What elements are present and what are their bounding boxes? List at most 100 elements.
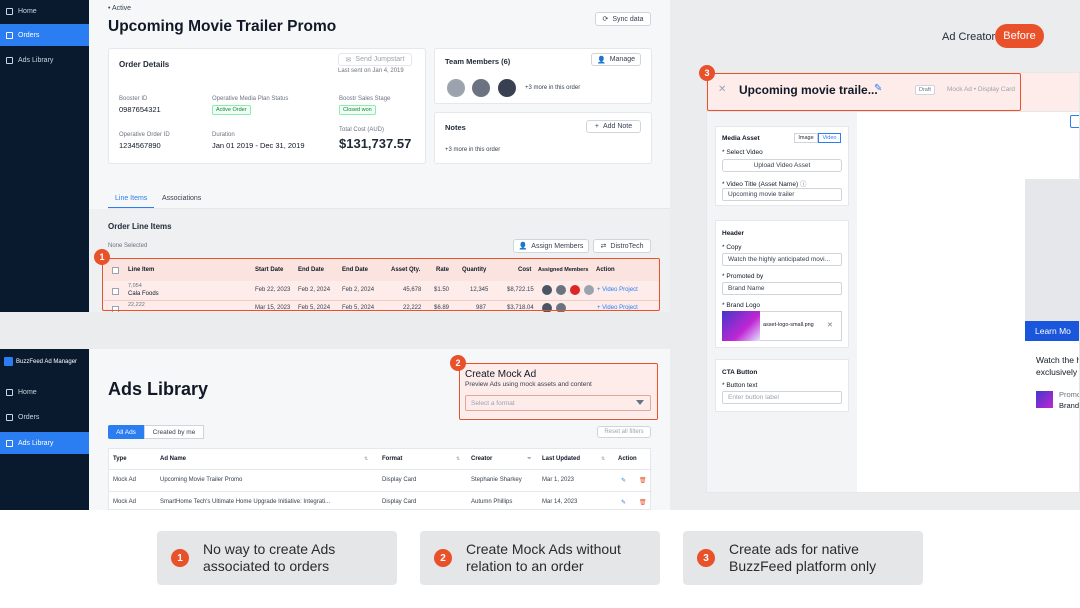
avatar	[570, 285, 580, 295]
send-jumpstart-button[interactable]: ✉ Send Jumpstart	[338, 53, 412, 66]
sidebar-item-orders[interactable]: Orders	[0, 406, 89, 428]
row-end-2: Feb 5, 2024	[342, 305, 375, 311]
col-end-date-2: End Date	[342, 267, 369, 273]
col-format: Format	[382, 456, 403, 462]
avatar	[472, 79, 490, 97]
promoted-by-input[interactable]: Brand Name	[722, 282, 842, 295]
media-asset-heading: Media Asset	[722, 135, 760, 142]
row-qty: 22,222	[403, 305, 422, 311]
callout-number: 2	[434, 549, 452, 567]
total-cost-value: $131,737.57	[339, 136, 412, 151]
sidebar-item-orders[interactable]: Orders	[0, 24, 89, 46]
none-selected-text: None Selected	[108, 243, 148, 249]
col-rate: Rate	[436, 267, 450, 273]
sidebar-item-home[interactable]: Home	[0, 0, 89, 22]
delete-icon[interactable]: 🗑	[639, 500, 647, 506]
callout-number: 3	[697, 549, 715, 567]
header-divider	[707, 111, 1079, 112]
preview-copy-line-2: exclusively	[1036, 367, 1078, 377]
ad-format-text: Mock Ad • Display Card	[947, 86, 1016, 93]
delete-icon[interactable]: 🗑	[639, 478, 647, 484]
row-divider	[109, 491, 652, 492]
notes-more-text: +3 more in this order	[445, 147, 501, 153]
callout-number: 1	[171, 549, 189, 567]
select-video-label: * Select Video	[722, 149, 763, 156]
cta-heading: CTA Button	[722, 369, 758, 376]
team-members-card: Team Members (6) 👤 Manage +3 more in this…	[434, 48, 652, 104]
manage-button[interactable]: 👤 Manage	[591, 53, 641, 66]
button-text-input[interactable]: Enter button label	[722, 391, 842, 404]
duration-label: Duration	[212, 132, 235, 138]
row-cost: $8,722.15	[507, 287, 534, 293]
edit-icon[interactable]: ✎	[621, 478, 627, 484]
tab-video[interactable]: Video	[818, 133, 841, 143]
ad-creator-label: Ad Creator	[942, 31, 996, 43]
filter-created-by-me[interactable]: Created by me	[144, 425, 204, 439]
highlight-box-3	[707, 73, 1021, 111]
row-qty: 45,678	[403, 287, 422, 293]
sidebar-item-ads-library[interactable]: Ads Library	[0, 432, 89, 454]
avatar	[498, 79, 516, 97]
add-note-button[interactable]: + Add Note	[586, 120, 641, 133]
total-cost-label: Total Cost (AUD)	[339, 127, 385, 133]
row-end-2: Feb 2, 2024	[342, 287, 375, 293]
app-logo-icon	[4, 357, 13, 366]
copy-input[interactable]: Watch the highly anticipated movi...	[722, 253, 842, 266]
sidebar-item-home[interactable]: Home	[0, 381, 89, 403]
sync-data-button[interactable]: ⟳ Sync data	[595, 12, 651, 26]
preview-copy-line-1: Watch the h	[1036, 355, 1080, 365]
create-mock-ad-title: Create Mock Ad	[465, 369, 537, 380]
preview-toggle[interactable]	[1070, 115, 1079, 128]
preview-cta-button[interactable]: Learn Mo	[1025, 321, 1079, 341]
avatar	[542, 303, 552, 312]
row-checkbox[interactable]	[112, 306, 119, 312]
video-project-link[interactable]: + Video Project	[597, 287, 638, 293]
create-mock-ad-subtitle: Preview Ads using mock assets and conten…	[465, 381, 592, 388]
assign-members-button[interactable]: 👤 Assign Members	[513, 239, 589, 253]
row-checkbox[interactable]	[112, 288, 119, 295]
preview-promo: Promo	[1059, 390, 1080, 399]
tab-image[interactable]: Image	[794, 133, 818, 143]
video-title-input[interactable]: Upcoming movie trailer	[722, 188, 842, 201]
distrotech-button[interactable]: ⇄ DistroTech	[593, 239, 651, 253]
order-status: • Active	[108, 5, 132, 12]
ads-table: Type Ad Name Format Creator Last Updated…	[108, 448, 652, 510]
home-icon	[6, 388, 13, 396]
row-updated: Mar 1, 2023	[542, 477, 575, 483]
row-start: Mar 15, 2023	[255, 305, 291, 311]
select-all-checkbox[interactable]	[112, 267, 119, 274]
library-icon	[6, 56, 13, 64]
edit-title-icon[interactable]: ✎	[874, 83, 883, 94]
plan-status-badge: Active Order	[212, 105, 251, 115]
highlight-box-2	[459, 363, 658, 420]
tab-line-items[interactable]: Line Items	[115, 195, 148, 202]
upload-video-button[interactable]: Upload Video Asset	[722, 159, 842, 172]
share-icon: ⇄	[600, 243, 607, 250]
line-items-table: Line Item Start Date End Date End Date A…	[104, 259, 659, 312]
tab-associations[interactable]: Associations	[162, 195, 202, 202]
reset-filters-button[interactable]: Reset all filters	[597, 426, 651, 438]
filter-all-ads[interactable]: All Ads	[108, 425, 144, 439]
top-sidebar: Home Orders Ads Library	[0, 0, 89, 312]
ad-creator-header	[707, 73, 1079, 111]
row-rate: $1.50	[434, 287, 450, 293]
row-ad-name: SmartHome Tech's Ultimate Home Upgrade I…	[160, 499, 331, 505]
sort-icon: ⇅	[456, 456, 461, 462]
sidebar-item-ads-library[interactable]: Ads Library	[0, 49, 89, 71]
before-badge: Before	[995, 24, 1044, 48]
close-icon[interactable]: ✕	[718, 84, 727, 95]
media-asset-card: Media Asset Image Video * Select Video U…	[715, 126, 849, 206]
edit-icon[interactable]: ✎	[621, 500, 627, 506]
format-select[interactable]: Select a format	[465, 395, 651, 411]
video-project-link[interactable]: + Video Project	[597, 305, 638, 311]
ad-creator-window: ✕ Upcoming movie traile... ✎ Draft Mock …	[706, 72, 1080, 493]
row-type: Mock Ad	[113, 499, 137, 505]
col-type: Type	[113, 456, 127, 462]
notes-heading: Notes	[445, 123, 466, 132]
col-assigned-members: Assigned Members	[538, 267, 589, 273]
filter-icon[interactable]: ⏷	[527, 456, 532, 462]
booster-id-value: 0987654321	[119, 105, 161, 114]
remove-logo-icon[interactable]: ✕	[827, 322, 833, 329]
avatar	[447, 79, 465, 97]
app-name: BuzzFeed Ad Manager	[16, 358, 78, 365]
